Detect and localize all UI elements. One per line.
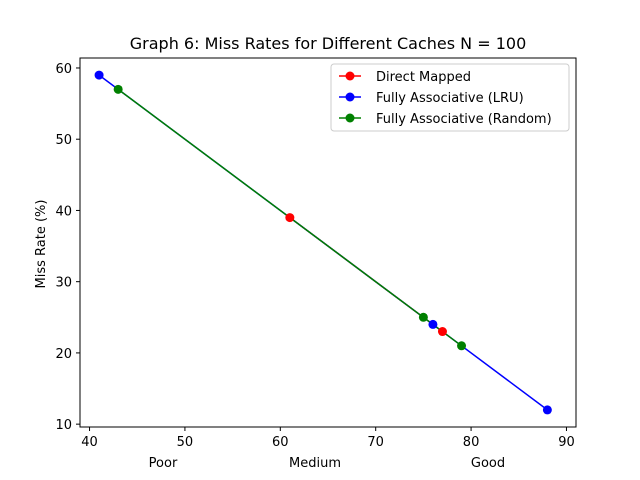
legend-marker-1 <box>345 92 355 102</box>
data-point-2 <box>457 341 467 351</box>
data-point-1 <box>428 319 438 329</box>
axes: 40 50 60 70 80 90 10 20 30 40 50 60 <box>55 57 577 450</box>
y-tick-label: 50 <box>55 133 72 148</box>
data-point-1 <box>542 405 552 415</box>
y-axis-label: Miss Rate (%) <box>34 200 49 289</box>
data-point-0 <box>437 327 447 337</box>
x-tick-label: 90 <box>558 435 575 450</box>
y-tick-label: 10 <box>55 418 72 433</box>
legend-label-1: Fully Associative (LRU) <box>376 91 524 106</box>
data-point-2 <box>113 84 123 94</box>
legend-label-0: Direct Mapped <box>376 70 471 85</box>
y-tick-label: 40 <box>55 204 72 219</box>
data-point-0 <box>285 213 295 223</box>
legend-marker-0 <box>345 71 355 81</box>
category-annotation: Medium <box>289 456 341 471</box>
y-tick-label: 30 <box>55 276 72 291</box>
y-tick-label: 60 <box>55 62 72 77</box>
category-annotations: Poor Medium Good <box>149 456 505 471</box>
data-point-2 <box>418 312 428 322</box>
series-markers <box>94 70 552 415</box>
legend-marker-2 <box>345 113 355 123</box>
data-point-1 <box>94 70 104 80</box>
x-tick-label: 40 <box>81 435 98 450</box>
legend-label-2: Fully Associative (Random) <box>376 112 552 127</box>
legend: Direct Mapped Fully Associative (LRU) Full… <box>330 63 570 132</box>
x-tick-label: 50 <box>177 435 194 450</box>
x-tick-label: 80 <box>463 435 480 450</box>
plot-frame <box>79 57 577 428</box>
y-tick-label: 20 <box>55 347 72 362</box>
category-annotation: Poor <box>149 456 178 471</box>
category-annotation: Good <box>471 456 505 471</box>
chart-title: Graph 6: Miss Rates for Different Caches… <box>130 34 527 53</box>
x-tick-label: 60 <box>272 435 289 450</box>
x-tick-label: 70 <box>367 435 384 450</box>
legend-box <box>330 63 570 132</box>
